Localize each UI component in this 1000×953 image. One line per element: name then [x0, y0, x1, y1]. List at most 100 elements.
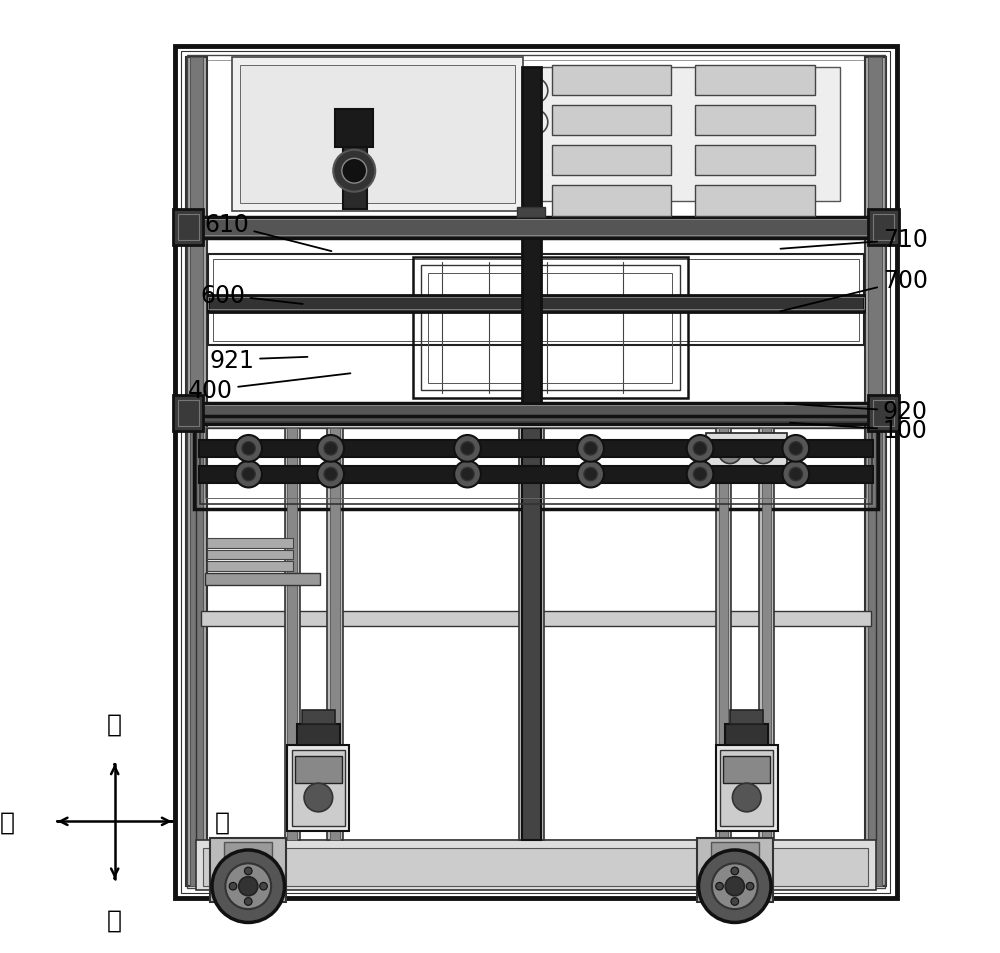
Bar — [540, 68, 840, 202]
Bar — [552, 146, 671, 176]
Bar — [868, 210, 899, 246]
Bar — [181, 51, 890, 893]
Bar — [173, 395, 203, 432]
Bar — [213, 259, 859, 342]
Circle shape — [260, 882, 267, 890]
Bar — [327, 429, 343, 841]
Text: 下: 下 — [107, 907, 122, 931]
Bar — [201, 611, 871, 626]
Bar — [343, 138, 367, 210]
Circle shape — [712, 863, 758, 909]
Text: 上: 上 — [107, 712, 122, 736]
Bar — [428, 274, 672, 383]
Circle shape — [454, 461, 481, 488]
Bar — [552, 106, 671, 136]
Bar — [762, 429, 771, 841]
Circle shape — [324, 468, 337, 481]
Bar — [287, 745, 349, 831]
Circle shape — [731, 898, 739, 905]
Bar — [175, 217, 897, 238]
Bar — [210, 838, 286, 902]
Circle shape — [317, 436, 344, 462]
Bar — [865, 58, 886, 886]
Circle shape — [225, 863, 271, 909]
Bar — [194, 61, 878, 883]
Bar — [205, 428, 866, 498]
Circle shape — [687, 461, 713, 488]
Bar — [421, 266, 680, 391]
Bar — [868, 395, 899, 432]
Bar — [335, 110, 373, 148]
Bar — [207, 550, 293, 559]
Circle shape — [342, 159, 367, 184]
Circle shape — [324, 442, 337, 456]
Text: 右: 右 — [215, 809, 230, 834]
Bar — [207, 538, 293, 548]
Bar — [695, 186, 815, 216]
Bar — [706, 434, 787, 472]
Circle shape — [584, 468, 597, 481]
Circle shape — [333, 151, 375, 193]
Circle shape — [235, 461, 262, 488]
Circle shape — [731, 867, 739, 875]
Bar — [178, 214, 199, 241]
Text: 920: 920 — [785, 399, 928, 424]
Text: 610: 610 — [204, 213, 331, 252]
Bar — [873, 214, 894, 241]
Circle shape — [304, 783, 333, 812]
Circle shape — [212, 850, 285, 923]
Bar — [297, 724, 340, 745]
Text: 100: 100 — [790, 418, 928, 443]
Circle shape — [752, 441, 775, 464]
Bar — [240, 66, 515, 204]
Circle shape — [782, 461, 809, 488]
Bar — [868, 58, 882, 886]
Circle shape — [244, 898, 252, 905]
Bar — [716, 429, 731, 841]
Circle shape — [577, 461, 604, 488]
Bar — [199, 466, 873, 483]
Bar — [175, 403, 897, 424]
Bar — [695, 66, 815, 96]
Bar — [730, 710, 763, 724]
Bar — [232, 58, 523, 212]
Circle shape — [746, 882, 754, 890]
Bar — [695, 146, 815, 176]
Bar — [697, 838, 773, 902]
Bar — [759, 429, 774, 841]
Circle shape — [244, 867, 252, 875]
Bar — [873, 400, 894, 427]
Bar — [720, 750, 773, 826]
Bar — [287, 429, 297, 841]
Bar — [208, 254, 864, 345]
Bar — [716, 745, 778, 831]
Bar — [302, 710, 335, 724]
Bar — [552, 66, 671, 96]
Circle shape — [229, 882, 237, 890]
Bar — [173, 210, 203, 246]
Bar — [725, 724, 768, 745]
Bar — [186, 58, 207, 886]
Circle shape — [687, 436, 713, 462]
Text: 921: 921 — [210, 348, 307, 373]
Circle shape — [242, 468, 255, 481]
Circle shape — [732, 783, 761, 812]
Bar — [330, 429, 340, 841]
Bar — [178, 400, 199, 427]
Bar — [205, 574, 320, 585]
Circle shape — [725, 877, 744, 896]
Text: 400: 400 — [188, 374, 350, 403]
Circle shape — [699, 850, 771, 923]
Bar — [199, 440, 873, 457]
Text: 700: 700 — [780, 269, 928, 312]
Circle shape — [461, 442, 474, 456]
Bar — [719, 429, 728, 841]
Circle shape — [716, 882, 723, 890]
Bar — [723, 757, 770, 783]
Text: 600: 600 — [200, 283, 303, 308]
Circle shape — [719, 441, 741, 464]
Bar — [207, 561, 293, 571]
Circle shape — [577, 436, 604, 462]
Text: 710: 710 — [780, 228, 928, 253]
Bar — [187, 56, 885, 888]
